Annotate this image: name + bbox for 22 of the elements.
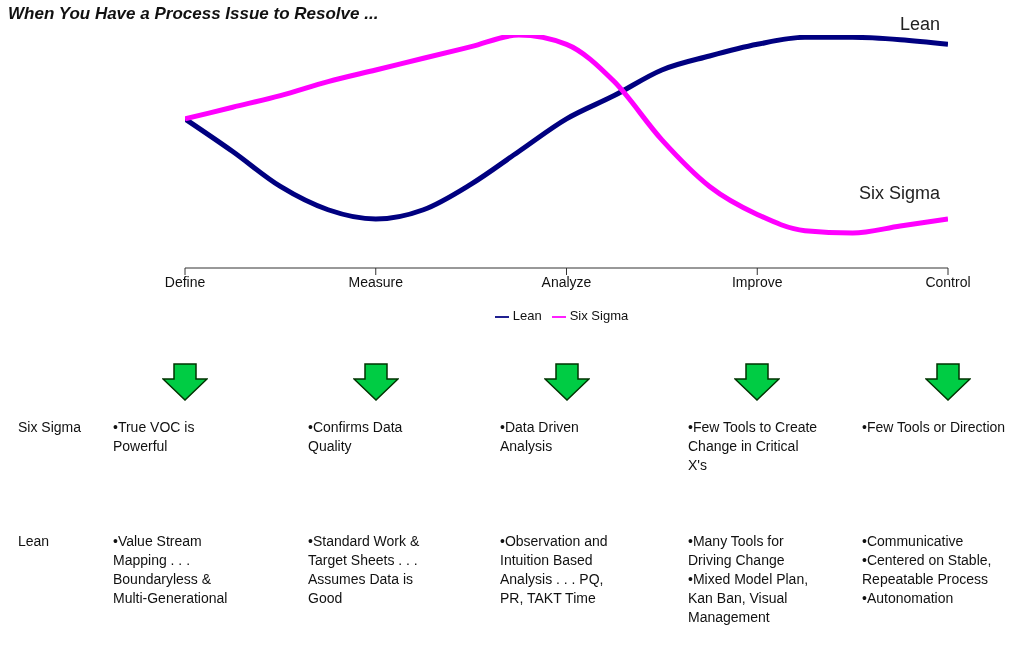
x-tick-label: Improve (731, 273, 783, 290)
text: Lean (899, 14, 940, 35)
text: •Observation and Intuition Based Analysis . . . PQ, PR, TAKT Time (500, 532, 609, 608)
text: •Few Tools or Direction (862, 418, 1007, 437)
text: •True VOC is Powerful (113, 418, 196, 456)
text: •Value Stream Mapping . . . Boundaryless & Multi-Generational (113, 532, 229, 608)
x-tick-label: Control (925, 273, 971, 290)
legend-label: Lean (512, 308, 542, 323)
text: •Standard Work & Target Sheets . . . Assumes Data is Good (308, 532, 421, 608)
text: •Data Driven Analysis (500, 418, 580, 456)
x-tick-label: Analyze (541, 273, 592, 290)
text: Lean (18, 532, 51, 551)
legend-label: Six Sigma (569, 308, 629, 323)
text: Six Sigma (858, 183, 940, 204)
text: •Many Tools for Driving Change •Mixed Model Plan, Kan Ban, Visual Management (688, 532, 810, 627)
text: Six Sigma (18, 418, 83, 437)
text: •Communicative •Centered on Stable, Repeatable Process •Autonomation (862, 532, 993, 608)
text: •Few Tools to Create Change in Critical X's (688, 418, 818, 475)
x-tick-label: Measure (348, 273, 404, 290)
text: •Confirms Data Quality (308, 418, 404, 456)
x-tick-label: Define (164, 273, 206, 290)
chart-title: When You Have a Process Issue to Resolve ... (8, 4, 379, 24)
